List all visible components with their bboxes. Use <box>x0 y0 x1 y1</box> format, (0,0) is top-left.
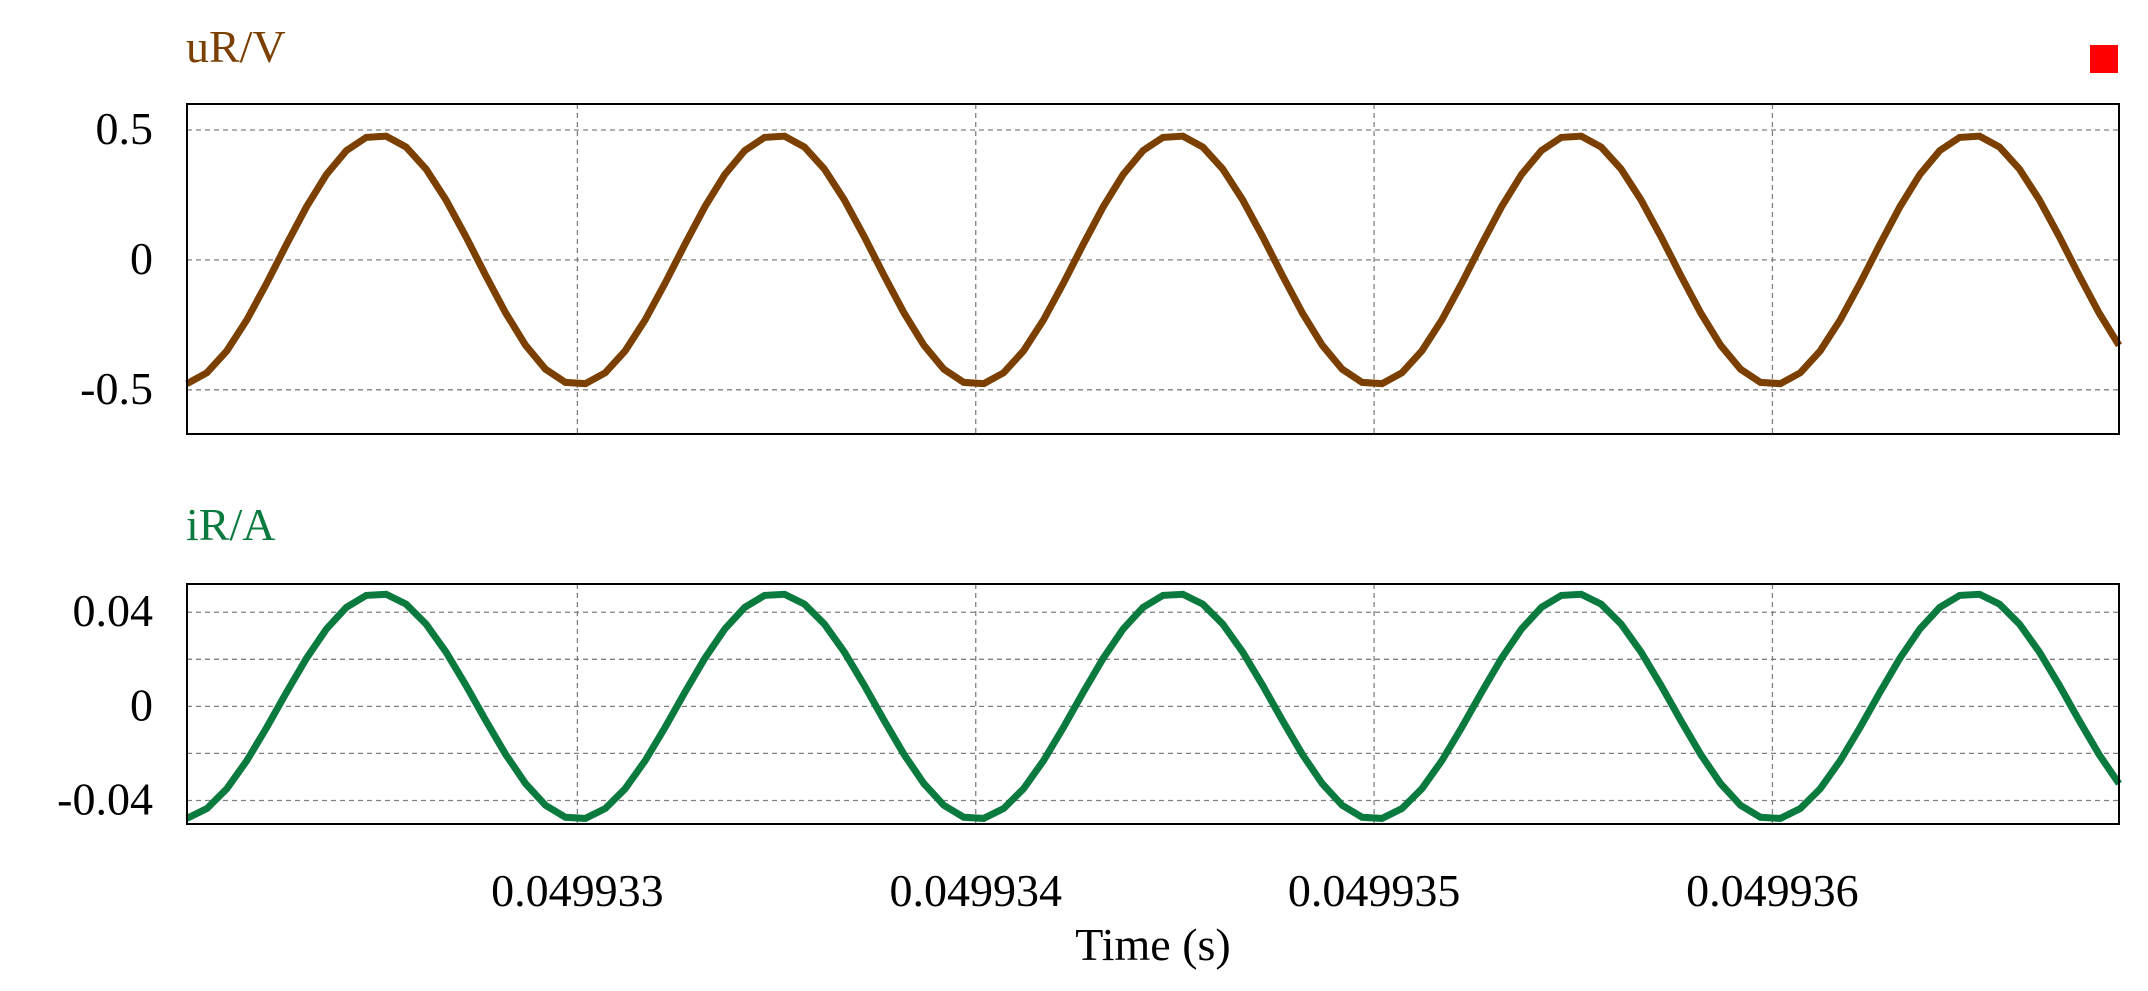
x-tick-labels: 0.049933 0.049934 0.049935 0.049936 <box>491 865 1859 916</box>
y-tick-label: 0.04 <box>73 585 154 636</box>
voltage-panel-title: uR/V <box>186 21 286 72</box>
current-y-ticks: 0.04 0 -0.04 <box>57 585 153 824</box>
y-tick-label: -0.5 <box>80 363 153 414</box>
current-panel: iR/A 0.04 0 -0.04 0.049933 0.049934 0.049935… <box>57 499 2122 970</box>
current-panel-title: iR/A <box>186 499 275 550</box>
x-tick-label: 0.049935 <box>1288 865 1461 916</box>
current-grid <box>187 584 2119 824</box>
voltage-plot-frame <box>186 103 2120 435</box>
x-tick-label: 0.049934 <box>889 865 1062 916</box>
x-tick-label: 0.049936 <box>1686 865 1859 916</box>
y-tick-label: -0.04 <box>57 773 153 824</box>
current-series <box>185 590 2122 822</box>
series-line <box>185 590 2122 822</box>
y-tick-label: 0.5 <box>96 103 154 154</box>
voltage-series <box>185 132 2122 388</box>
voltage-panel: uR/V 0.5 0 -0.5 <box>80 21 2122 435</box>
series-line <box>185 132 2122 388</box>
legend-marker <box>2090 45 2118 73</box>
y-tick-label: 0 <box>130 679 153 730</box>
x-tick-label: 0.049933 <box>491 865 664 916</box>
voltage-grid <box>187 104 2119 434</box>
x-axis-title: Time (s) <box>1075 919 1231 970</box>
current-plot-frame <box>186 583 2120 825</box>
y-tick-label: 0 <box>130 233 153 284</box>
voltage-y-ticks: 0.5 0 -0.5 <box>80 103 153 414</box>
